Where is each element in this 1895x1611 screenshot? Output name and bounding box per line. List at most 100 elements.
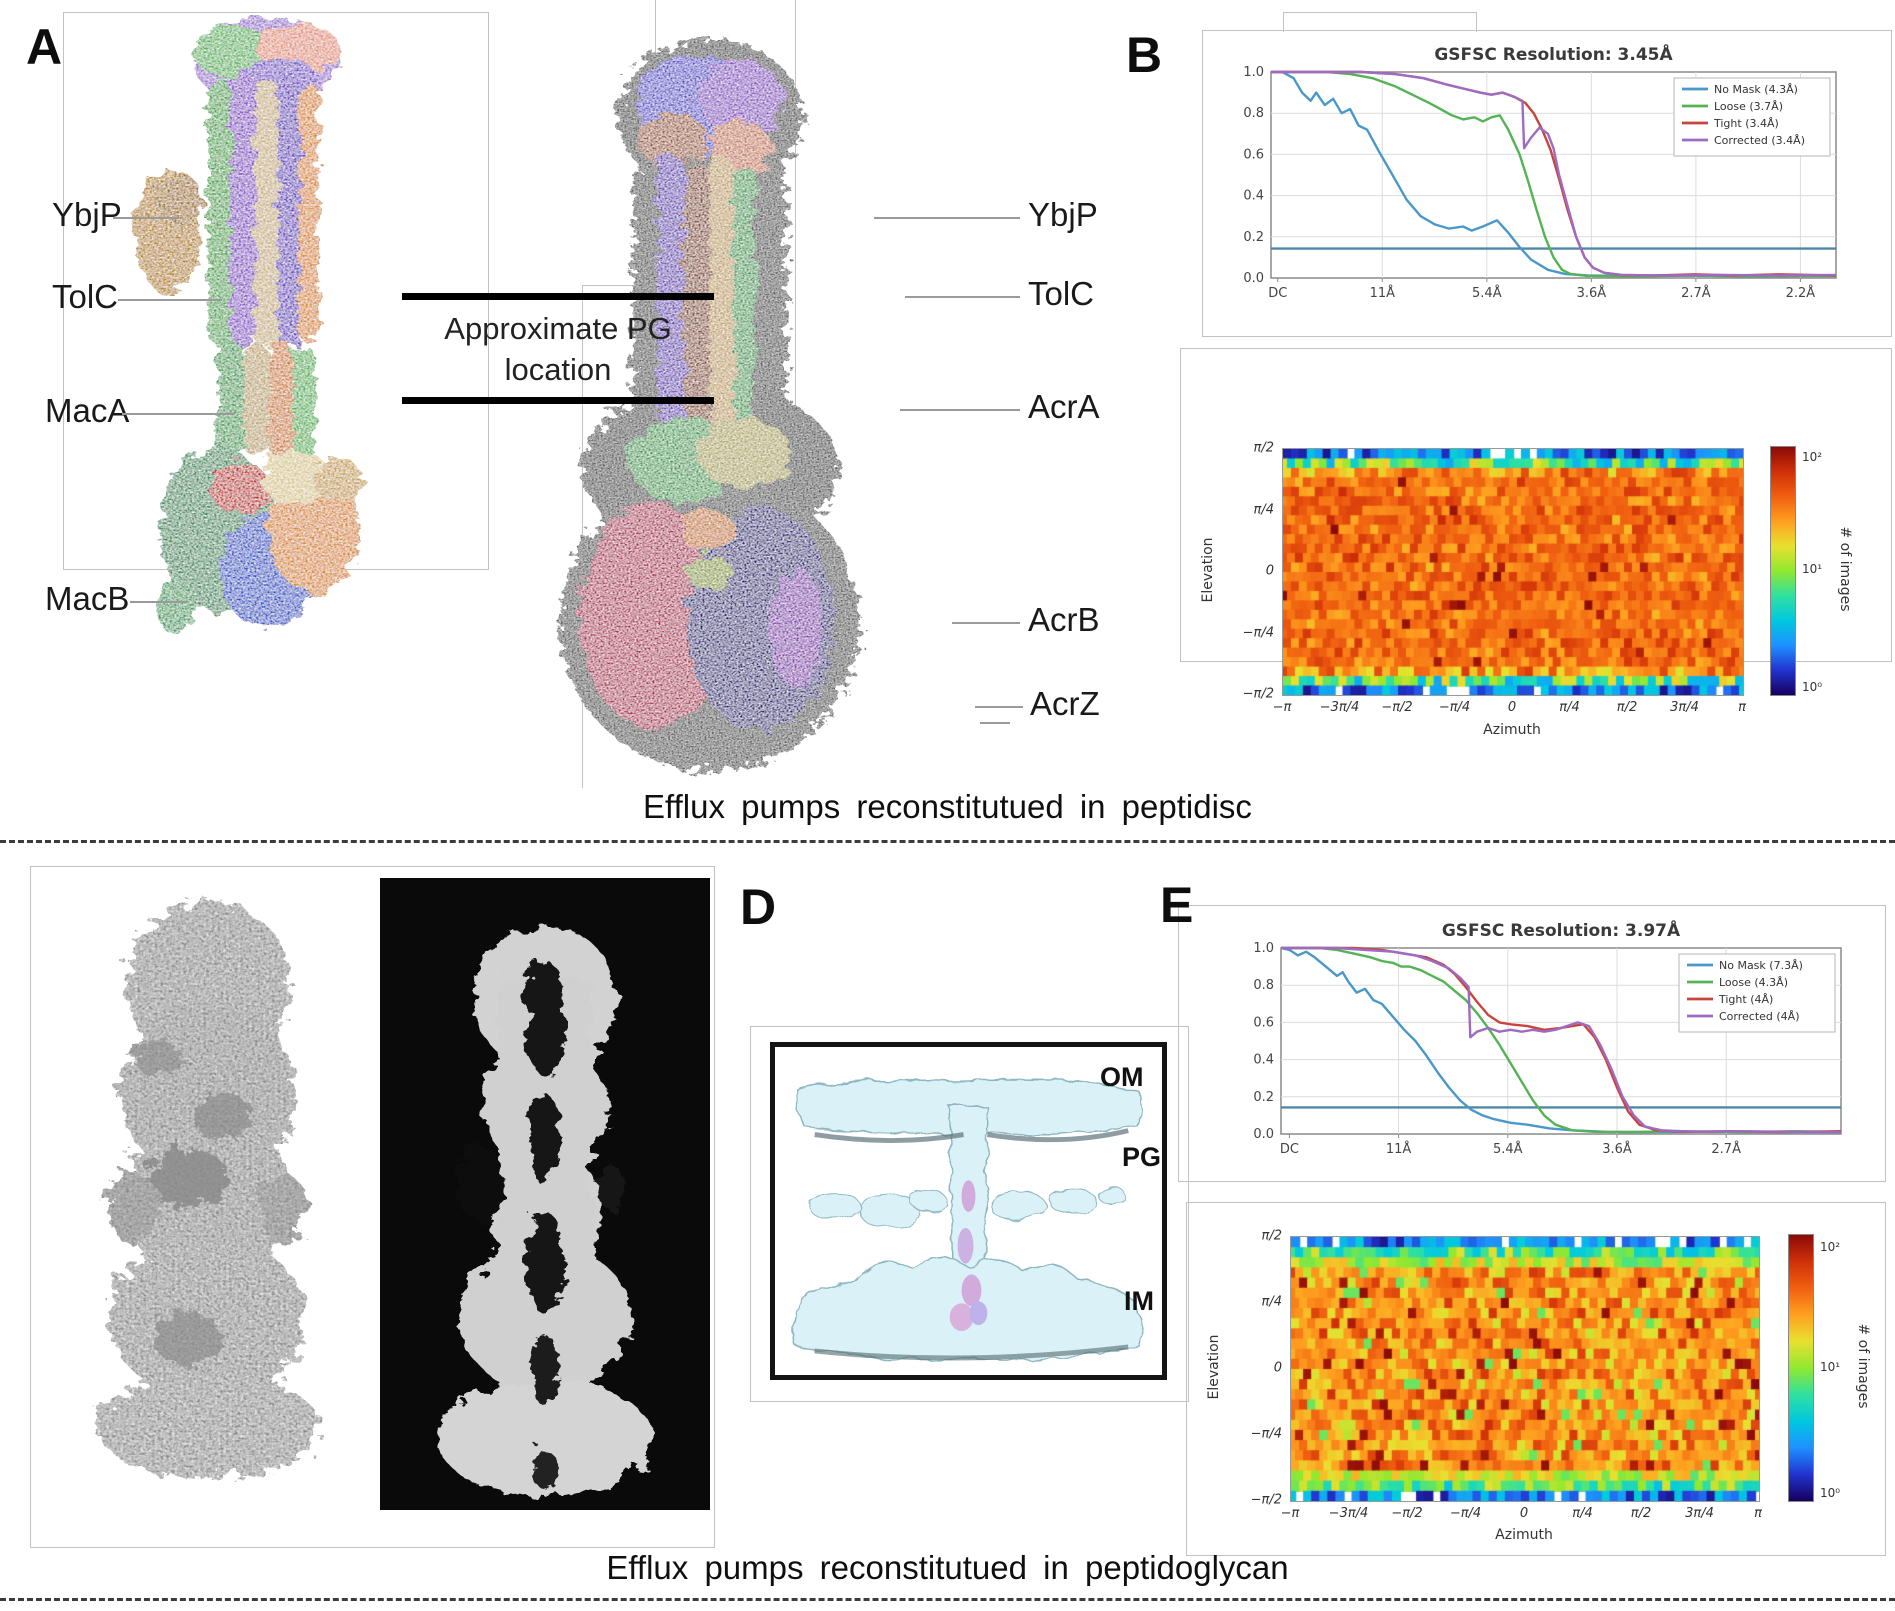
azimuth-tick-label: 0 (1507, 700, 1517, 715)
label-tolc-left: TolC (52, 278, 119, 315)
pg-location-bar-top (402, 293, 714, 300)
panel-b-letter: B (1126, 27, 1163, 83)
leader-acrz-2 (980, 722, 1010, 724)
leader-acrb (952, 622, 1020, 624)
panel-e-heatmap-frame (1186, 1202, 1886, 1556)
frame-line (582, 285, 583, 788)
fsc-curve (1281, 946, 1842, 1134)
pg-location-annotation: Approximate PG location (398, 308, 718, 390)
em-map-surface-svg (96, 901, 320, 1478)
elevation-tick-label: π/4 (1253, 502, 1274, 517)
label-pg: PG (1122, 1142, 1162, 1172)
fsc-legend-box (1678, 953, 1836, 1033)
y-tick-label: 0.4 (1243, 189, 1264, 204)
elevation-tick-label: π/2 (1253, 440, 1274, 456)
panel-b-fsc-frame (1202, 30, 1892, 337)
leader-ybjp-left (113, 217, 179, 219)
colorbar-tick-1: 10⁰ (1820, 1486, 1841, 1500)
x-tick-label: 2.7Å (1681, 285, 1711, 301)
azimuth-tick-label: −π (1272, 700, 1292, 715)
legend-label: No Mask (4.3Å) (1714, 83, 1798, 96)
leader-acra (900, 409, 1020, 411)
x-tick-label: DC (1280, 1142, 1299, 1157)
fsc-curve (1281, 946, 1842, 1134)
elevation-tick-label: π/2 (1261, 1228, 1282, 1244)
acrab-tolc-structure (560, 38, 860, 771)
azimuth-ticks: −π −3π/4 −π/2 −π/4 0 π/4 π/2 3π/4 π (1281, 1506, 1762, 1526)
elevation-ticks: π/2 π/4 0 −π/4 −π/2 (1220, 1229, 1286, 1508)
y-tick-label: 0.8 (1243, 106, 1264, 121)
azimuth-tick-label: −π/4 (1449, 1506, 1482, 1521)
x-tick-label: 2.2Å (1786, 285, 1816, 301)
x-tick-label: 3.6Å (1577, 285, 1607, 301)
pg-location-bar-bottom (402, 397, 714, 404)
elevation-tick-label: −π/4 (1242, 625, 1274, 640)
panel-d-frame (750, 1026, 1189, 1402)
y-tick-label: 1.0 (1243, 65, 1264, 80)
label-acrz: AcrZ (1030, 685, 1100, 722)
colorbar-label-images: # of images (1855, 1323, 1871, 1409)
fsc-chart-peptidisc: GSFSC Resolution: 3.45Å 1.0 0.8 0.6 0.4 0.2 0.… (1225, 42, 1850, 314)
x-tick-label: 11Å (1386, 1141, 1412, 1157)
panel-c-frame (30, 866, 715, 1548)
legend-label: Corrected (3.4Å) (1714, 134, 1805, 147)
pg-annotation-line1: Approximate PG (444, 311, 672, 346)
elevation-tick-label: π/4 (1261, 1294, 1282, 1310)
membrane-slice-svg (793, 1078, 1143, 1361)
macab-tolc-structure (135, 17, 362, 634)
azimuth-tick-label: π (1738, 700, 1746, 715)
azimuth-tick-label: π (1754, 1506, 1762, 1521)
x-tick-label: 3.6Å (1602, 1141, 1632, 1157)
heatmap-peptidoglycan-canvas (1290, 1236, 1760, 1502)
leader-acrz (975, 706, 1023, 708)
azimuth-tick-label: 0 (1519, 1506, 1529, 1521)
pg-annotation-line2: location (504, 352, 612, 387)
y-tick-label: 0.2 (1243, 230, 1264, 245)
legend-label: No Mask (7.3Å) (1719, 959, 1803, 972)
legend-label: Loose (3.7Å) (1714, 100, 1783, 113)
fsc-chart-peptidoglycan: GSFSC Resolution: 3.97Å 1.0 0.8 0.6 0.4 0.2 0.… (1235, 918, 1855, 1170)
y-tick-label: 1.0 (1253, 941, 1274, 956)
fsc-title: GSFSC Resolution: 3.97Å (1442, 918, 1681, 941)
fsc-legend-box (1673, 77, 1831, 157)
elevation-tick-label: 0 (1265, 563, 1274, 579)
azimuth-tick-label: −π/2 (1381, 700, 1413, 715)
x-tick-label: 11Å (1370, 285, 1396, 301)
fsc-curve (1271, 70, 1837, 277)
y-tick-label: 0.2 (1253, 1090, 1274, 1105)
model-density-core (949, 1180, 988, 1332)
elevation-ticks: π/2 π/4 0 −π/4 −π/2 (1212, 441, 1278, 702)
y-tick-label: 0.0 (1253, 1127, 1274, 1142)
panel-e-letter: E (1160, 877, 1194, 933)
azimuth-tick-label: 3π/4 (1670, 700, 1699, 715)
colorbar-peptidoglycan (1788, 1234, 1814, 1502)
elevation-axis-label: Elevation (1200, 537, 1216, 603)
panel-d-letter: D (740, 879, 777, 935)
legend-label: Tight (4Å) (1718, 993, 1773, 1006)
leader-ybjp-right (874, 217, 1020, 219)
x-tick-label: 2.7Å (1711, 1141, 1741, 1157)
em-map-surface (38, 878, 380, 1510)
label-maca: MacA (45, 392, 130, 429)
azimuth-tick-label: π/4 (1559, 700, 1580, 715)
elevation-tick-label: −π/4 (1250, 1426, 1282, 1442)
azimuth-tick-label: −3π/4 (1319, 700, 1360, 715)
fsc-svg: GSFSC Resolution: 3.97Å 1.0 0.8 0.6 0.4 0.2 0.… (1253, 918, 1842, 1157)
heatmap-peptidisc-canvas (1282, 448, 1744, 696)
colorbar-peptidisc (1770, 446, 1796, 696)
elevation-tick-label: −π/2 (1250, 1492, 1282, 1508)
membrane-slice-box (770, 1042, 1167, 1380)
fsc-svg: GSFSC Resolution: 3.45Å 1.0 0.8 0.6 0.4 0.2 0.… (1243, 42, 1837, 301)
y-tick-label: 0.0 (1243, 271, 1264, 286)
y-tick-label: 0.4 (1253, 1053, 1274, 1068)
label-tolc-right: TolC (1028, 275, 1095, 312)
legend-label: Corrected (4Å) (1719, 1010, 1800, 1023)
em-map-slice-svg (437, 926, 653, 1496)
colorbar-tick-100: 10² (1802, 450, 1823, 464)
azimuth-axis-label: Azimuth (1483, 722, 1541, 738)
leader-tolc-left (118, 299, 222, 301)
label-ybjp-left: YbjP (52, 196, 122, 233)
leader-tolc-right (905, 296, 1020, 298)
label-acra: AcrA (1028, 388, 1100, 425)
colorbar-tick-10: 10¹ (1820, 1360, 1841, 1374)
